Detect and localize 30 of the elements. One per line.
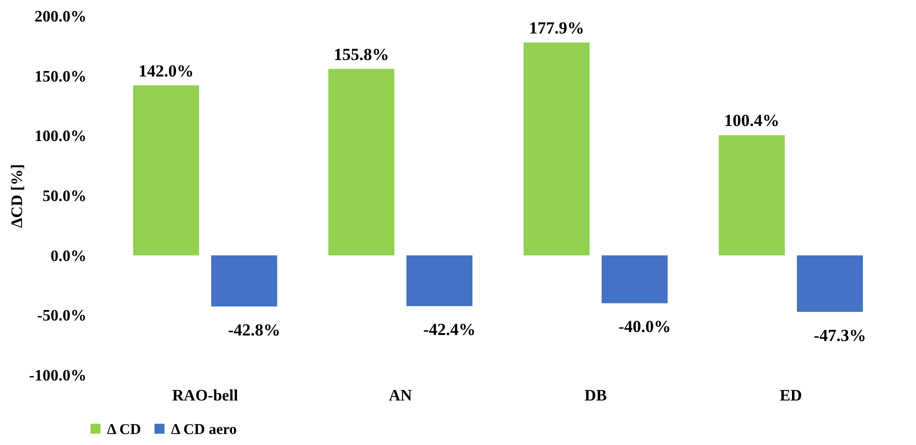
y-tick-label: 200.0% [34,8,86,26]
data-label: -42.8% [228,320,280,340]
y-tick-label: 150.0% [34,68,86,86]
bar [524,42,590,256]
x-tick-label: DB [584,388,608,404]
bar [133,85,200,256]
bar [406,255,472,306]
y-tick-label: 0.0% [50,248,86,265]
legend-label: Δ CD aero [171,422,237,438]
bar [718,135,785,256]
bar [211,255,278,307]
y-axis-title: ΔCD [%] [9,164,26,228]
data-label: 177.9% [528,18,584,38]
legend-label: Δ CD [107,422,142,438]
data-label: -40.0% [618,317,671,336]
data-label: -42.4% [423,320,476,340]
y-tick-label: -100.0% [29,368,86,384]
bar [328,68,394,256]
bar [796,255,863,312]
x-tick-label: ED [780,388,802,404]
data-label: 155.8% [334,44,389,64]
y-tick-label: 100.0% [34,128,86,146]
bar [602,255,668,304]
x-tick-label: RAO-bell [172,388,239,404]
x-tick-label: AN [388,388,412,404]
data-label: -47.3% [814,326,866,345]
data-label: 100.4% [724,111,780,130]
data-label: 142.0% [138,61,194,80]
y-tick-label: 50.0% [42,188,86,205]
y-tick-label: -50.0% [37,308,86,325]
